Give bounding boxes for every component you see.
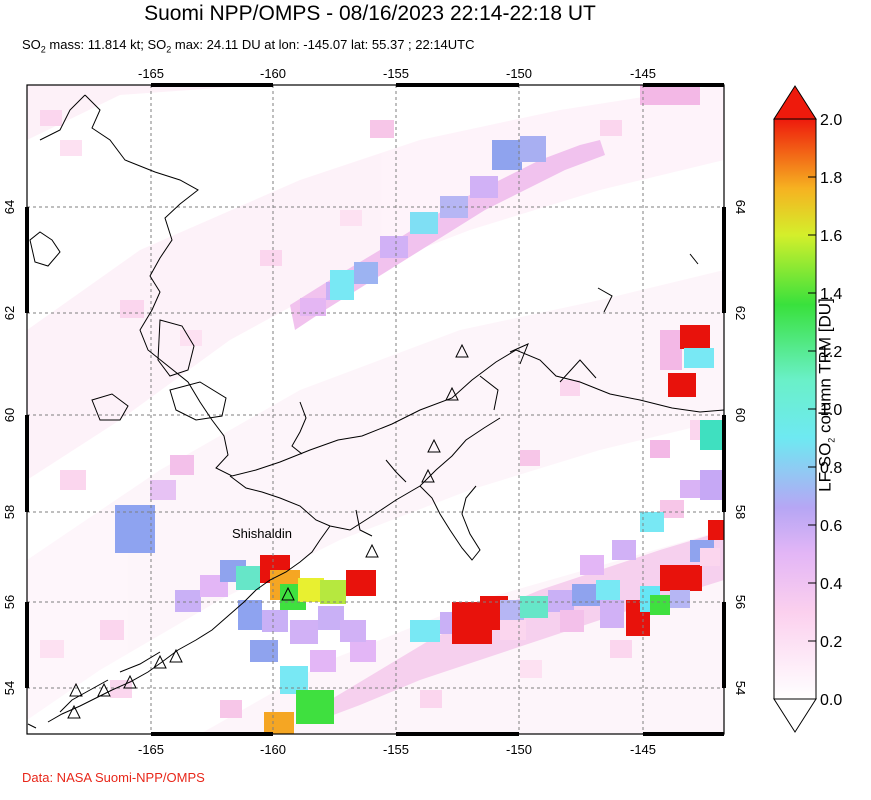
colorbar-tick-label: 1.2 [820,344,842,361]
lat-tick-labels-right: 54 56 58 60 62 64 [733,200,748,695]
lat-tick-labels-left: 54 56 58 60 62 64 [2,200,17,695]
lon-tick-label: -165 [138,66,164,81]
lon-tick-label: -150 [506,66,532,81]
colorbar-tick-label: 1.6 [820,228,842,245]
colorbar-tick-label: 2.0 [820,112,842,129]
lon-tick-label: -160 [260,742,286,757]
colorbar-tick-label: 1.8 [820,170,842,187]
lon-tick-label: -155 [383,66,409,81]
subtitle-part: SO [22,37,41,52]
lon-tick-labels-top: -165 -160 -155 -150 -145 [138,66,656,81]
lat-tick-label: 64 [733,200,748,214]
figure-title: Suomi NPP/OMPS - 08/16/2023 22:14-22:18 … [144,2,596,25]
lon-tick-label: -145 [630,742,656,757]
colorbar-tick-label: 0.6 [820,518,842,535]
left-hotspot [115,505,376,734]
data-credit: Data: NASA Suomi-NPP/OMPS [22,770,205,785]
colorbar-title: LF SO2 column TRM [DU] [815,298,836,492]
colorbar-tick-label: 0.0 [820,692,842,709]
volcano-label: Shishaldin [232,526,292,541]
colorbar-max-arrow [773,85,817,120]
colorbar-ticks: 0.0 0.2 0.4 0.6 0.8 1.0 1.2 1.4 1.6 1.8 2.0 [808,112,842,709]
right-column [668,325,724,450]
lon-tick-label: -150 [506,742,532,757]
colorbar-tick-label: 1.0 [820,402,842,419]
lon-tick-label: -145 [630,66,656,81]
colorbar-title-part: column TRM [DU] [815,298,835,438]
subtitle-subscript: 2 [166,44,172,55]
frame-ticks [25,83,726,736]
colorbar: 0.0 0.2 0.4 0.6 0.8 1.0 1.2 1.4 1.6 1.8 2.0 [773,85,842,733]
colorbar-title-subscript: 2 [826,437,837,443]
colorbar-tick-label: 1.4 [820,286,842,303]
map-frame [26,84,725,735]
lat-tick-label: 58 [733,505,748,519]
lon-tick-label: -165 [138,742,164,757]
lat-tick-label: 62 [2,306,17,320]
lat-tick-label: 60 [733,408,748,422]
grid [27,85,724,734]
figure-subtitle: SO2 mass: 11.814 kt; SO2 max: 24.11 DU a… [22,37,475,55]
volcano-markers [67,343,469,719]
subtitle-subscript: 2 [40,44,46,55]
lon-tick-label: -155 [383,742,409,757]
lon-tick-label: -160 [260,66,286,81]
upper-band [290,136,605,330]
lat-tick-label: 60 [2,408,17,422]
coastline [27,94,724,729]
lower-band [320,512,724,720]
colorbar-min-arrow [773,698,817,733]
lon-tick-labels-bottom: -165 -160 -155 -150 -145 [138,742,656,757]
subtitle-part: max: 24.11 DU at lon: -145.07 lat: 55.37… [171,37,475,52]
lat-tick-label: 58 [2,505,17,519]
lat-tick-label: 56 [733,595,748,609]
colorbar-title-part: LF SO [815,442,835,492]
lat-tick-label: 56 [2,595,17,609]
lat-tick-label: 54 [2,681,17,695]
lat-tick-label: 54 [733,681,748,695]
lat-tick-label: 64 [2,200,17,214]
swath-pixels [40,85,724,718]
colorbar-tick-label: 0.2 [820,634,842,651]
subtitle-part: mass: 11.814 kt; SO [45,37,167,52]
map-content [27,85,724,734]
colorbar-tick-label: 0.8 [820,460,842,477]
lat-tick-label: 62 [733,306,748,320]
colorbar-tick-label: 0.4 [820,576,842,593]
